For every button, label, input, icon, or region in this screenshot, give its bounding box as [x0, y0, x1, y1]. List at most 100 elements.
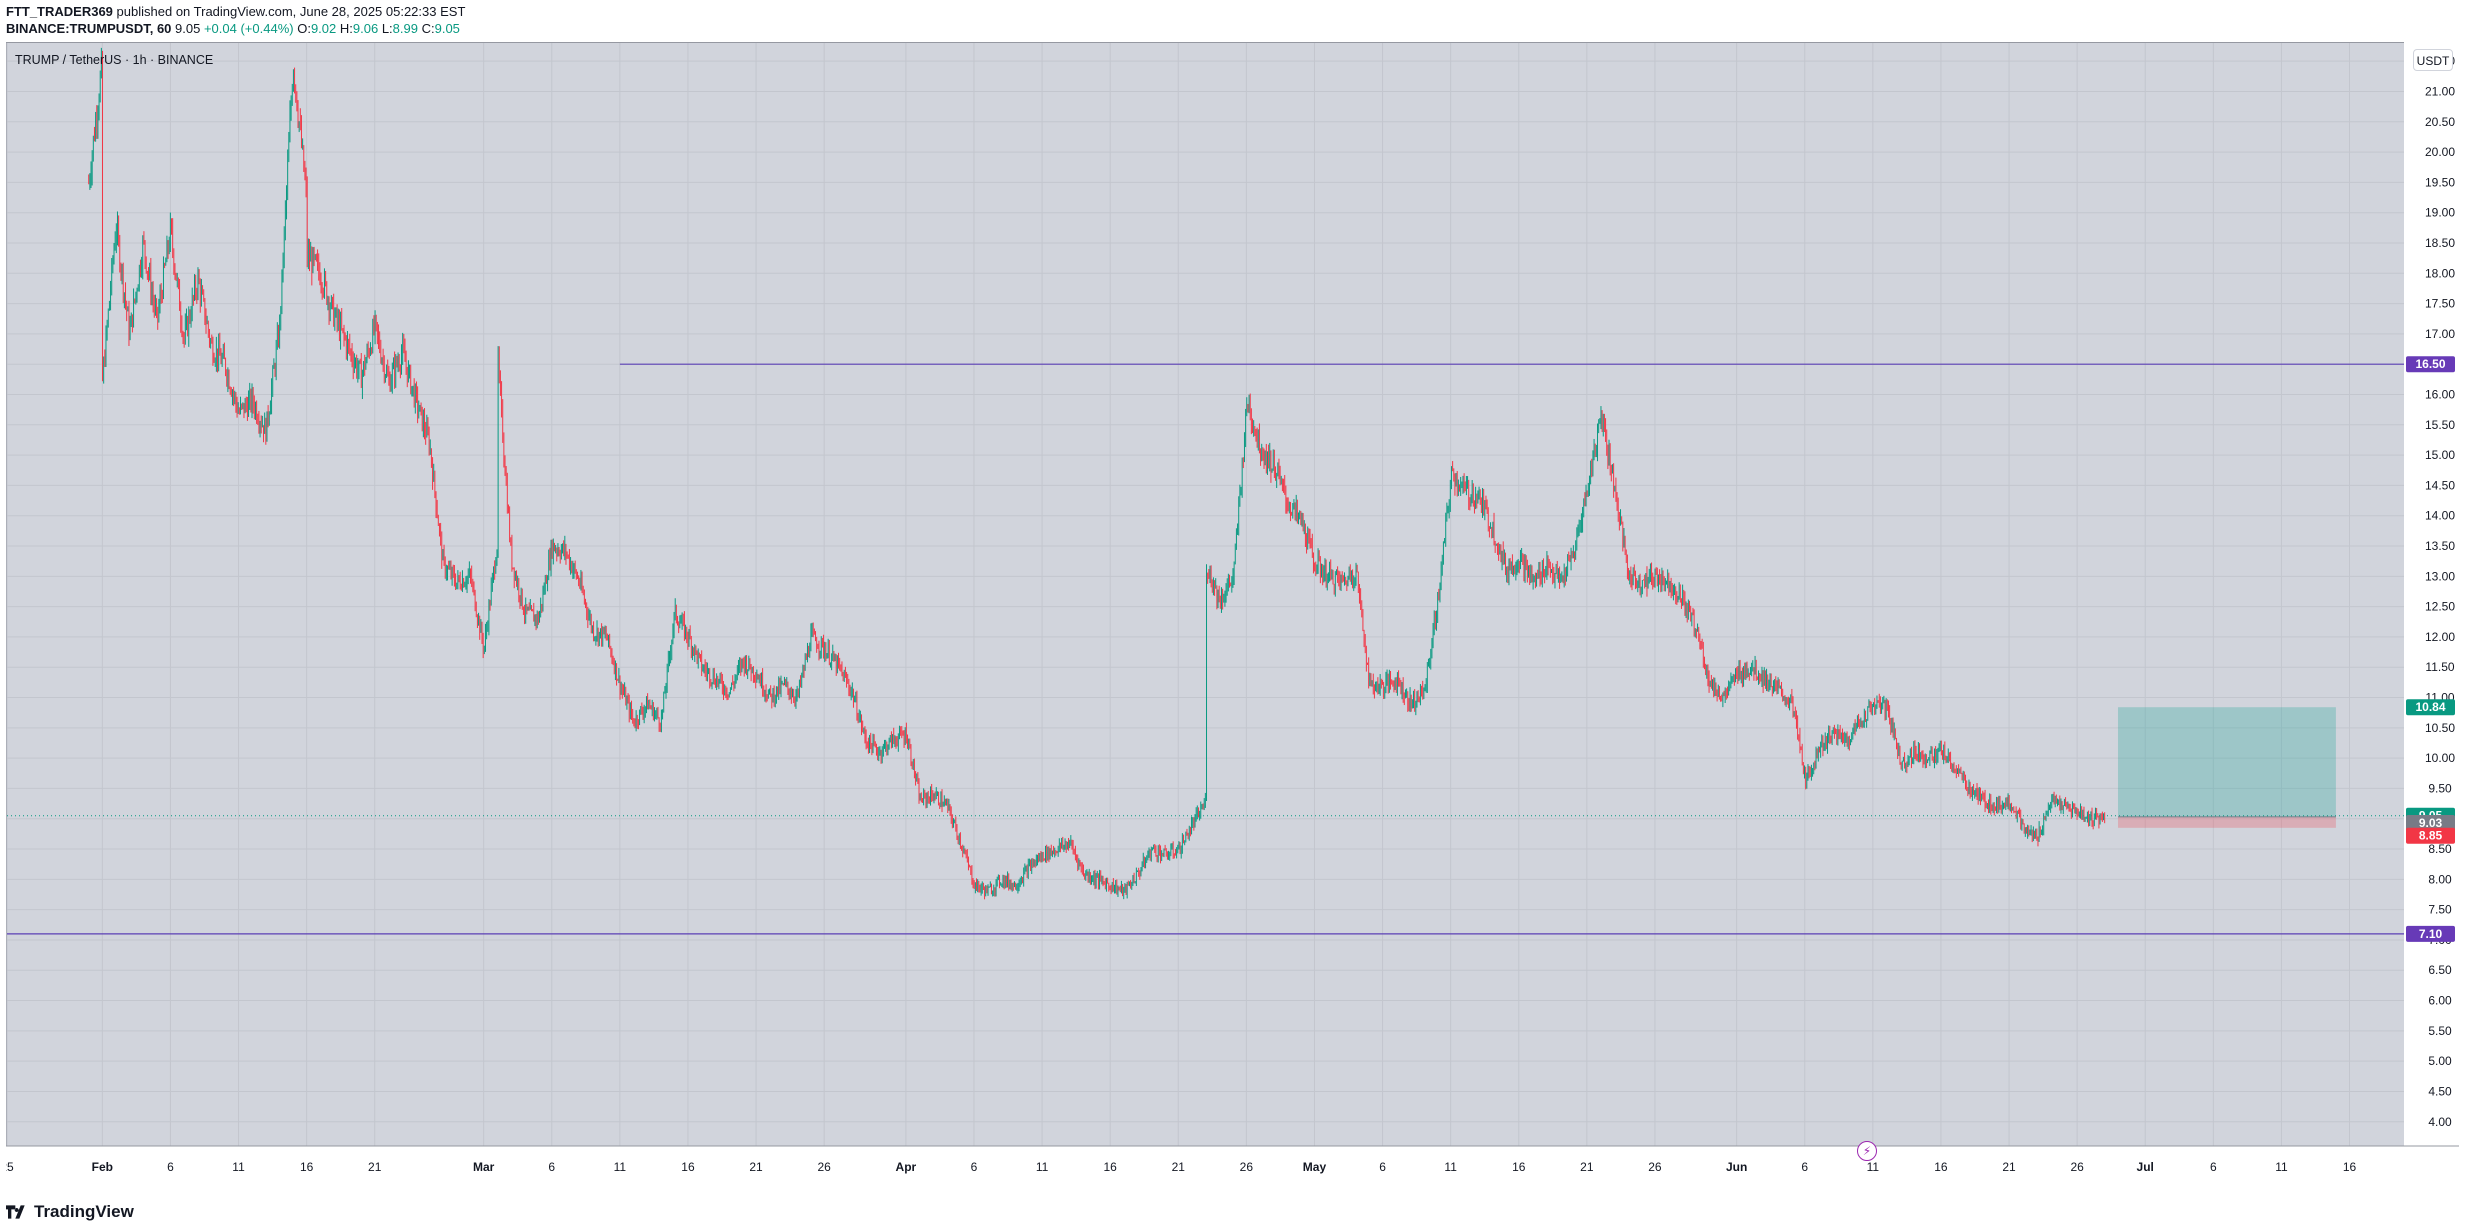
price-tick-label: 10.50 — [2425, 721, 2455, 735]
stop-price-badge-bg — [2406, 827, 2455, 844]
price-chart[interactable]: 4.004.505.005.506.006.507.007.508.008.50… — [6, 42, 2459, 1191]
close-label: C: — [421, 21, 435, 36]
time-tick-label: 26 — [2070, 1160, 2084, 1174]
time-tick-label: 21 — [1580, 1160, 1594, 1174]
price-tick-label: 10.00 — [2425, 751, 2455, 765]
footer-brand: TradingView — [34, 1202, 134, 1221]
price-tick-label: 4.00 — [2428, 1115, 2452, 1129]
tradingview-logo[interactable]: TradingView — [6, 1201, 134, 1223]
time-tick-label: 21 — [1172, 1160, 1186, 1174]
price-tick-label: 20.00 — [2425, 145, 2455, 159]
price-change: +0.04 (+0.44%) — [203, 21, 294, 36]
low-value: 8.99 — [392, 21, 418, 36]
ohlc-header: BINANCE:TRUMPUSDT, 60 9.05 +0.04 (+0.44%… — [6, 21, 460, 36]
price-tick-label: 9.50 — [2428, 781, 2452, 795]
price-tick-label: 5.00 — [2428, 1054, 2452, 1068]
last-price: 9.05 — [175, 21, 201, 36]
price-tick-label: 15.50 — [2425, 418, 2455, 432]
time-tick-label: 6 — [167, 1160, 174, 1174]
price-tick-label: 20.50 — [2425, 115, 2455, 129]
currency-button[interactable]: USDT — [2413, 49, 2453, 71]
time-tick-label: 16 — [2343, 1160, 2357, 1174]
time-tick-label: 16 — [681, 1160, 695, 1174]
price-tick-label: 8.50 — [2428, 842, 2452, 856]
price-tick-label: 14.00 — [2425, 509, 2455, 523]
time-tick-label: 11 — [1036, 1160, 1049, 1174]
entry-price-badge: 9.03 — [2419, 816, 2443, 830]
close-value: 9.05 — [434, 21, 460, 36]
price-tick-label: 5.50 — [2428, 1024, 2452, 1038]
price-tick-label: 12.50 — [2425, 600, 2455, 614]
time-tick-label: 26 — [1240, 1160, 1254, 1174]
time-tick-label: Jul — [2137, 1160, 2154, 1174]
price-tick-label: 19.50 — [2425, 175, 2455, 189]
entry-price-badge-bg — [2406, 814, 2455, 831]
price-tick-label: 15.00 — [2425, 448, 2455, 462]
price-tick-label: 6.50 — [2428, 963, 2452, 977]
stop-zone[interactable] — [2117, 816, 2336, 828]
price-axis[interactable] — [2404, 42, 2459, 1191]
time-tick-label: Feb — [92, 1160, 113, 1174]
time-axis[interactable] — [6, 1146, 2459, 1191]
lightning-icon[interactable]: ⚡ — [1857, 1141, 1877, 1161]
tradingview-logo-icon — [6, 1205, 25, 1219]
high-label: H: — [339, 21, 353, 36]
stop-price-badge: 8.85 — [2419, 829, 2443, 843]
target-price-badge: 10.84 — [2415, 700, 2445, 714]
price-tick-label: 13.00 — [2425, 569, 2455, 583]
time-tick-label: May — [1303, 1160, 1327, 1174]
time-tick-label: 6 — [971, 1160, 978, 1174]
time-tick-label: 21 — [2002, 1160, 2016, 1174]
time-tick-label: 11 — [1867, 1160, 1880, 1174]
high-value: 9.06 — [352, 21, 379, 36]
time-tick-label: 6 — [2210, 1160, 2217, 1174]
level-price-badge-bg — [2406, 356, 2455, 373]
time-tick-label: 11 — [2275, 1160, 2288, 1174]
price-tick-label: 8.00 — [2428, 872, 2452, 886]
time-tick-label: 21 — [749, 1160, 763, 1174]
price-tick-label: 18.00 — [2425, 266, 2455, 280]
author-name[interactable]: FTT_TRADER369 — [6, 4, 113, 19]
time-tick-label: 11 — [614, 1160, 627, 1174]
time-tick-label: 6 — [548, 1160, 555, 1174]
low-label: L: — [381, 21, 393, 36]
price-tick-label: 19.00 — [2425, 206, 2455, 220]
chart-legend-title: TRUMP / TetherUS · 1h · BINANCE — [15, 53, 214, 67]
time-tick-label: 26 — [817, 1160, 831, 1174]
published-text: published on TradingView.com, June 28, 2… — [116, 4, 466, 19]
price-tick-label: 14.50 — [2425, 478, 2455, 492]
open-value: 9.02 — [310, 21, 337, 36]
publish-header: FTT_TRADER369 published on TradingView.c… — [6, 4, 465, 19]
price-tick-label: 17.50 — [2425, 297, 2455, 311]
open-label: O: — [297, 21, 311, 36]
price-tick-label: 18.50 — [2425, 236, 2455, 250]
chart-pane[interactable] — [6, 42, 2459, 1191]
candle-series — [88, 47, 2106, 900]
time-tick-label: 16 — [1103, 1160, 1117, 1174]
time-tick-label: 6 — [1801, 1160, 1808, 1174]
price-tick-label: 16.00 — [2425, 388, 2455, 402]
time-tick-label: 6 — [1379, 1160, 1386, 1174]
level-price-badge: 7.10 — [2419, 927, 2443, 941]
time-tick-label: 16 — [1512, 1160, 1526, 1174]
time-tick-label: Jun — [1726, 1160, 1747, 1174]
target-zone[interactable] — [2117, 707, 2336, 817]
time-tick-label: 11 — [1444, 1160, 1457, 1174]
time-tick-label: 11 — [232, 1160, 245, 1174]
price-tick-label: 11.50 — [2425, 660, 2454, 674]
time-tick-label: Mar — [473, 1160, 495, 1174]
time-tick-label: 16 — [1934, 1160, 1948, 1174]
price-tick-label: 4.50 — [2428, 1084, 2452, 1098]
time-tick-label: 26 — [1648, 1160, 1662, 1174]
price-tick-label: 7.50 — [2428, 903, 2452, 917]
price-tick-label: 6.00 — [2428, 994, 2452, 1008]
price-tick-label: 17.00 — [2425, 327, 2455, 341]
time-tick-label: Apr — [896, 1160, 917, 1174]
price-tick-label: 21.00 — [2425, 84, 2455, 98]
time-tick-label: 25 — [6, 1160, 14, 1174]
symbol-line: BINANCE:TRUMPUSDT, 60 — [6, 21, 172, 36]
time-tick-label: 16 — [300, 1160, 314, 1174]
target-price-badge-bg — [2406, 699, 2455, 716]
price-tick-label: 12.00 — [2425, 630, 2455, 644]
price-tick-label: 13.50 — [2425, 539, 2455, 553]
